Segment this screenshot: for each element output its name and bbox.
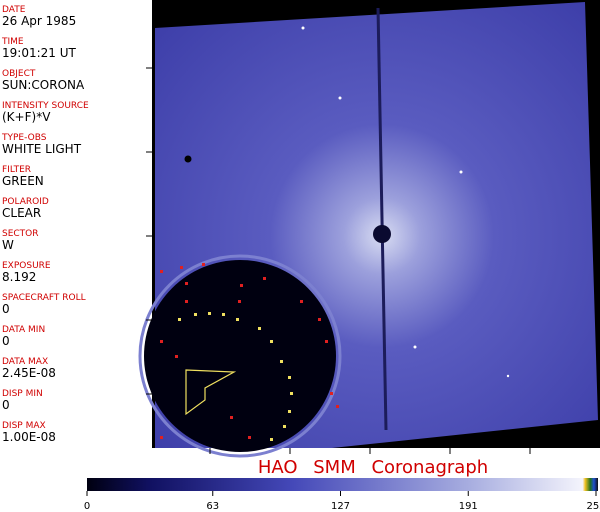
field-value: 8.192 xyxy=(2,270,36,284)
field-value: GREEN xyxy=(2,174,44,188)
axis-ticks xyxy=(146,67,531,454)
field-label: DISP MAX xyxy=(2,421,46,431)
field-label: FILTER xyxy=(2,165,31,175)
colorbar-tick-label: 191 xyxy=(459,501,478,512)
title: HAO SMM Coronagraph xyxy=(258,457,488,478)
field-label: TIME xyxy=(1,37,24,47)
field-value: WHITE LIGHT xyxy=(2,142,82,156)
field-label: POLAROID xyxy=(2,197,49,207)
field-value: 1.00E-08 xyxy=(2,430,56,444)
field-value: W xyxy=(2,238,14,252)
field-label: DATE xyxy=(2,5,26,15)
field-value: (K+F)*V xyxy=(2,110,51,124)
colorbar-tick-label: 63 xyxy=(206,501,219,512)
field-value: 2.45E-08 xyxy=(2,366,56,380)
field-value: CLEAR xyxy=(2,206,41,220)
colorbar-tick-label: 0 xyxy=(84,501,90,512)
field-label: INTENSITY SOURCE xyxy=(2,101,89,111)
field-label: DATA MIN xyxy=(2,325,45,335)
colorbar xyxy=(87,478,598,491)
field-label: DISP MIN xyxy=(2,389,43,399)
field-value: 19:01:21 UT xyxy=(2,46,76,60)
field-value: 0 xyxy=(2,302,10,316)
field-value: 0 xyxy=(2,398,10,412)
field-label: DATA MAX xyxy=(2,357,48,367)
field-label: SECTOR xyxy=(2,229,39,239)
field-value: 26 Apr 1985 xyxy=(2,14,76,28)
colorbar-tick-label: 127 xyxy=(331,501,350,512)
info-panel xyxy=(0,0,152,448)
field-label: OBJECT xyxy=(2,69,36,79)
coronagraph-image xyxy=(138,0,600,458)
field-value: SUN:CORONA xyxy=(2,78,85,92)
field-label: TYPE-OBS xyxy=(1,133,47,143)
field-label: EXPOSURE xyxy=(2,261,51,271)
field-value: 0 xyxy=(2,334,10,348)
field-label: SPACECRAFT ROLL xyxy=(2,293,86,303)
colorbar-tick-label: 255 xyxy=(586,501,600,512)
